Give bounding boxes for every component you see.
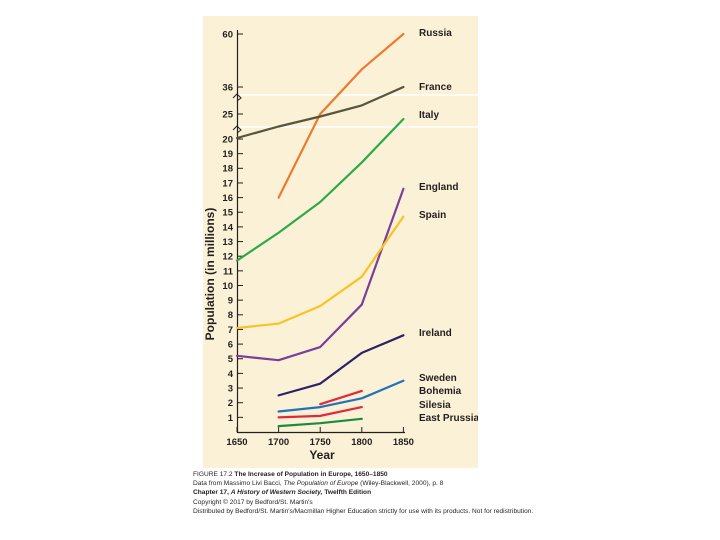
y-tick-label: 4 <box>228 369 234 380</box>
label-silesia: Silesia <box>419 400 451 411</box>
population-chart: 1234567891011121314151617181920253660165… <box>203 28 478 462</box>
x-tick-label: 1850 <box>393 437 414 448</box>
y-tick-label: 8 <box>228 310 233 321</box>
chapter-book: A History of Western Society, <box>230 489 323 497</box>
country-labels: Russia France Italy England Spain Ireland Swed… <box>419 28 478 424</box>
source-prefix: Data from Massimo Livi Bacci, <box>193 480 282 488</box>
series-line-sweden <box>319 389 363 406</box>
figure-title: The Increase of Population in Europe, 16… <box>234 471 388 478</box>
caption-line-chapter: Chapter 17, A History of Western Society… <box>193 488 573 497</box>
x-tick-label: 1650 <box>226 437 247 448</box>
y-tick-label: 12 <box>222 252 233 263</box>
y-tick-label: 1 <box>228 413 234 424</box>
y-tick-label: 11 <box>223 266 234 277</box>
chapter-prefix: Chapter 17, <box>193 489 229 497</box>
label-italy: Italy <box>419 110 439 121</box>
series-line-italy <box>235 117 405 262</box>
series-line-ireland <box>277 334 405 397</box>
y-tick-label: 17 <box>222 178 233 189</box>
series-line-france <box>235 85 405 140</box>
label-france: France <box>419 82 452 93</box>
y-tick-label: 15 <box>222 208 233 219</box>
series-line-bohemia <box>277 379 405 413</box>
series-line-silesia <box>277 405 363 419</box>
chart-panel: 1 2 3 4 5 6 7 8 9 10 11 12 13 14 15 16 17 18 19 20 25 36 60 165… <box>203 16 478 468</box>
ticks: 1234567891011121314151617181920253660165… <box>222 29 414 448</box>
label-bohemia: Bohemia <box>419 386 462 397</box>
x-tick-label: 1750 <box>310 437 331 448</box>
y-tick-label: 60 <box>222 29 233 40</box>
x-axis-title: Year <box>309 448 335 462</box>
caption-line-title: FIGURE 17.2 The Increase of Population i… <box>193 470 573 479</box>
y-tick-label: 14 <box>222 222 233 233</box>
y-tick-label: 36 <box>222 82 233 93</box>
y-tick-label: 25 <box>222 109 233 120</box>
axis-break-lines <box>237 94 478 128</box>
axes <box>236 30 405 434</box>
label-russia: Russia <box>419 28 452 39</box>
label-east-prussia: East Prussia <box>419 413 478 424</box>
figure-caption: FIGURE 17.2 The Increase of Population i… <box>193 470 573 516</box>
chapter-suffix: Twelfth Edition <box>324 489 372 497</box>
caption-distribution: Distributed by Bedford/St. Martin's/Macm… <box>193 507 534 515</box>
x-tick-label: 1700 <box>268 437 289 448</box>
label-sweden: Sweden <box>419 373 457 384</box>
y-tick-label: 7 <box>228 325 233 336</box>
axis-break-mark <box>232 125 242 134</box>
y-tick-label: 10 <box>222 281 233 292</box>
series-line-spain <box>235 215 405 330</box>
y-tick-label: 18 <box>222 164 233 175</box>
y-tick-label: 16 <box>222 193 233 204</box>
y-tick-label: 20 <box>222 134 233 145</box>
series-line-russia <box>277 32 405 199</box>
caption-copyright: Copyright © 2017 by Bedford/St. Martin's <box>193 498 313 506</box>
y-tick-label: 3 <box>228 383 233 394</box>
label-spain: Spain <box>419 210 446 221</box>
series-line-england <box>235 187 405 362</box>
x-tick-label: 1800 <box>351 437 372 448</box>
y-tick-label: 9 <box>228 296 233 307</box>
axis-break-mark <box>232 93 242 102</box>
y-axis-title: Population (in millions) <box>203 208 217 341</box>
caption-line-source: Data from Massimo Livi Bacci, The Popula… <box>193 479 573 488</box>
label-ireland: Ireland <box>419 328 452 339</box>
figure-label: FIGURE 17.2 <box>193 471 233 478</box>
y-tick-label: 19 <box>222 149 233 160</box>
source-book: The Population of Europe <box>283 480 359 488</box>
series-line-east-prussia <box>277 417 363 428</box>
label-england: England <box>419 182 458 193</box>
y-tick-label: 5 <box>228 354 234 365</box>
y-tick-label: 13 <box>222 237 233 248</box>
y-tick-label: 6 <box>228 340 233 351</box>
source-suffix: (Wiley-Blackwell, 2000), p. 8 <box>360 480 444 488</box>
y-tick-label: 2 <box>228 398 233 409</box>
series <box>235 32 405 428</box>
